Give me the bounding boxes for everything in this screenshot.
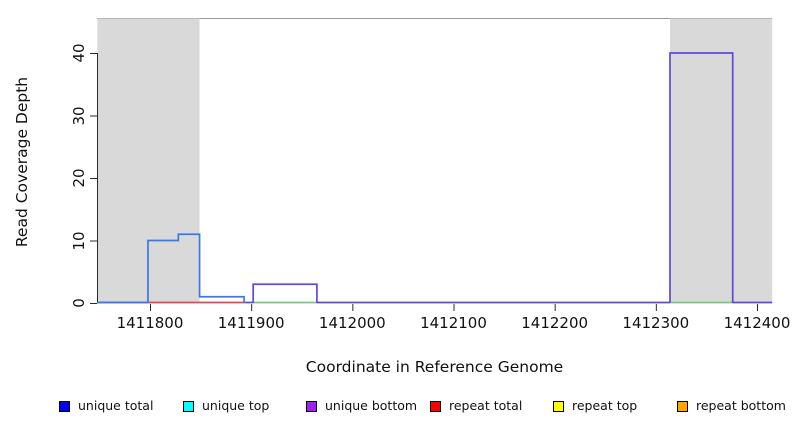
- legend-item-unique-total: unique total: [59, 399, 153, 413]
- legend-label: repeat bottom: [696, 398, 786, 413]
- unique-bottom-step-line: [669, 52, 734, 303]
- y-tick-label: 0: [70, 298, 88, 308]
- legend-swatch-icon: [677, 400, 688, 412]
- shaded-region-1: [669, 18, 773, 303]
- plot-area: [90, 18, 773, 311]
- legend-swatch-icon: [306, 400, 317, 412]
- legend-label: repeat total: [449, 398, 523, 413]
- y-axis-title: Read Coverage Depth: [13, 76, 31, 248]
- y-tick-label: 20: [70, 168, 88, 188]
- y-tick-label: 10: [70, 230, 88, 251]
- legend-item-repeat-bottom: repeat bottom: [677, 399, 786, 413]
- legend-label: unique bottom: [325, 398, 418, 413]
- legend-item-unique-bottom: unique bottom: [306, 399, 417, 413]
- legend-swatch-icon: [553, 400, 564, 412]
- legend-swatch-icon: [430, 400, 441, 412]
- unique-total-step-line: [147, 233, 245, 303]
- unique-bottom-step-line: [252, 283, 318, 303]
- x-tick-label: 1411900: [217, 314, 285, 332]
- legend-item-repeat-top: repeat top: [553, 399, 637, 413]
- legend-label: unique total: [78, 398, 154, 413]
- x-tick-label: 1412100: [420, 314, 487, 332]
- x-axis-title: Coordinate in Reference Genome: [305, 358, 564, 376]
- x-tick-label: 1412300: [622, 314, 690, 332]
- x-tick-label: 1412400: [723, 314, 791, 332]
- legend-swatch-icon: [59, 400, 70, 412]
- legend-item-repeat-total: repeat total: [430, 399, 522, 413]
- legend-swatch-icon: [183, 400, 194, 412]
- y-tick-label: 30: [70, 105, 88, 126]
- legend-label: unique top: [202, 398, 270, 413]
- x-tick-label: 1412200: [521, 314, 589, 332]
- x-tick-label: 1412000: [318, 314, 386, 332]
- y-tick-label: 40: [70, 43, 88, 63]
- legend-item-unique-top: unique top: [183, 399, 269, 413]
- x-tick-label: 1411800: [116, 314, 184, 332]
- legend-label: repeat top: [572, 398, 638, 413]
